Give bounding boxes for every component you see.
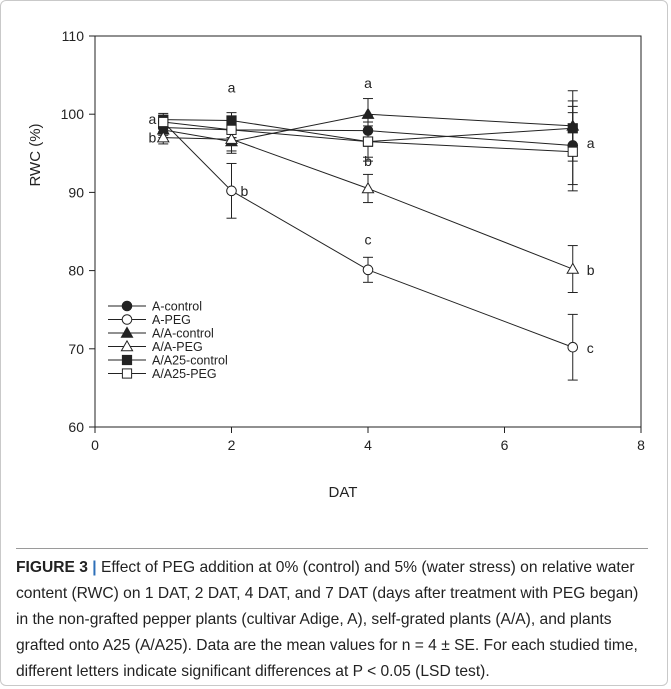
caption-text: Effect of PEG addition at 0% (control) a…	[16, 559, 639, 680]
legend-label: A/A-PEG	[152, 340, 203, 354]
series-line-5	[163, 121, 573, 153]
data-point	[226, 115, 237, 126]
y-tick-label: 110	[62, 28, 85, 44]
x-tick-label: 6	[501, 437, 509, 453]
y-axis-label: RWC (%)	[27, 123, 44, 186]
significance-letter: a	[148, 111, 156, 127]
data-point	[566, 262, 580, 274]
x-tick-label: 0	[91, 437, 99, 453]
y-tick-label: 60	[68, 419, 84, 435]
data-point	[362, 264, 374, 276]
y-tick-label: 80	[68, 263, 84, 279]
legend-label: A-control	[152, 300, 202, 314]
x-tick-label: 8	[637, 437, 645, 453]
caption-label: FIGURE 3	[16, 559, 88, 576]
significance-letter: b	[587, 262, 595, 278]
data-point	[567, 146, 578, 157]
data-point	[156, 131, 170, 143]
series-line-3	[163, 137, 573, 270]
data-point	[158, 116, 169, 128]
significance-letter: b	[364, 153, 372, 169]
axes: 0 2 4 6 8 60 70 80 90 100 110	[61, 28, 645, 453]
data-point	[362, 125, 374, 136]
legend-label: A/A25-control	[152, 354, 228, 368]
significance-letter: b	[241, 183, 249, 199]
legend-label: A/A-control	[152, 327, 214, 341]
y-tick-label: 100	[61, 106, 85, 122]
data-point	[362, 136, 374, 147]
data-point	[567, 123, 578, 134]
significance-letter: c	[587, 340, 594, 356]
series-line-4	[163, 119, 573, 143]
x-tick-label: 4	[364, 437, 372, 453]
data-point	[226, 185, 237, 197]
y-tick-label: 90	[68, 184, 84, 200]
y-tick-label: 70	[68, 341, 84, 357]
legend-label: A/A25-PEG	[152, 367, 217, 381]
data-point	[225, 132, 238, 144]
legend-marker	[120, 339, 134, 352]
series-markers	[156, 107, 580, 353]
series-line-2	[163, 113, 573, 143]
series-lines	[162, 113, 573, 348]
significance-letter: a	[364, 75, 372, 91]
series-line-1	[162, 121, 573, 348]
legend-marker	[121, 314, 133, 325]
data-point	[226, 124, 237, 135]
data-point	[361, 181, 375, 194]
legend: A-controlA-PEGA/A-controlA/A-PEGA/A25-co…	[108, 300, 228, 381]
legend-marker	[121, 300, 133, 312]
data-point	[567, 341, 579, 353]
figure-caption: FIGURE 3 | Effect of PEG addition at 0% …	[16, 548, 648, 685]
data-point	[361, 107, 375, 119]
significance-letter: c	[365, 231, 372, 247]
significance-letter: a	[587, 135, 595, 151]
legend-marker	[121, 354, 133, 366]
legend-label: A-PEG	[152, 313, 191, 327]
series-line-0	[163, 126, 573, 146]
significance-letter: b	[148, 130, 156, 146]
legend-marker	[120, 326, 134, 338]
legend-marker	[121, 368, 133, 379]
significance-letter: a	[228, 80, 236, 96]
caption-separator: |	[87, 559, 101, 576]
x-axis-label: DAT	[329, 484, 358, 501]
x-tick-label: 2	[228, 437, 236, 453]
